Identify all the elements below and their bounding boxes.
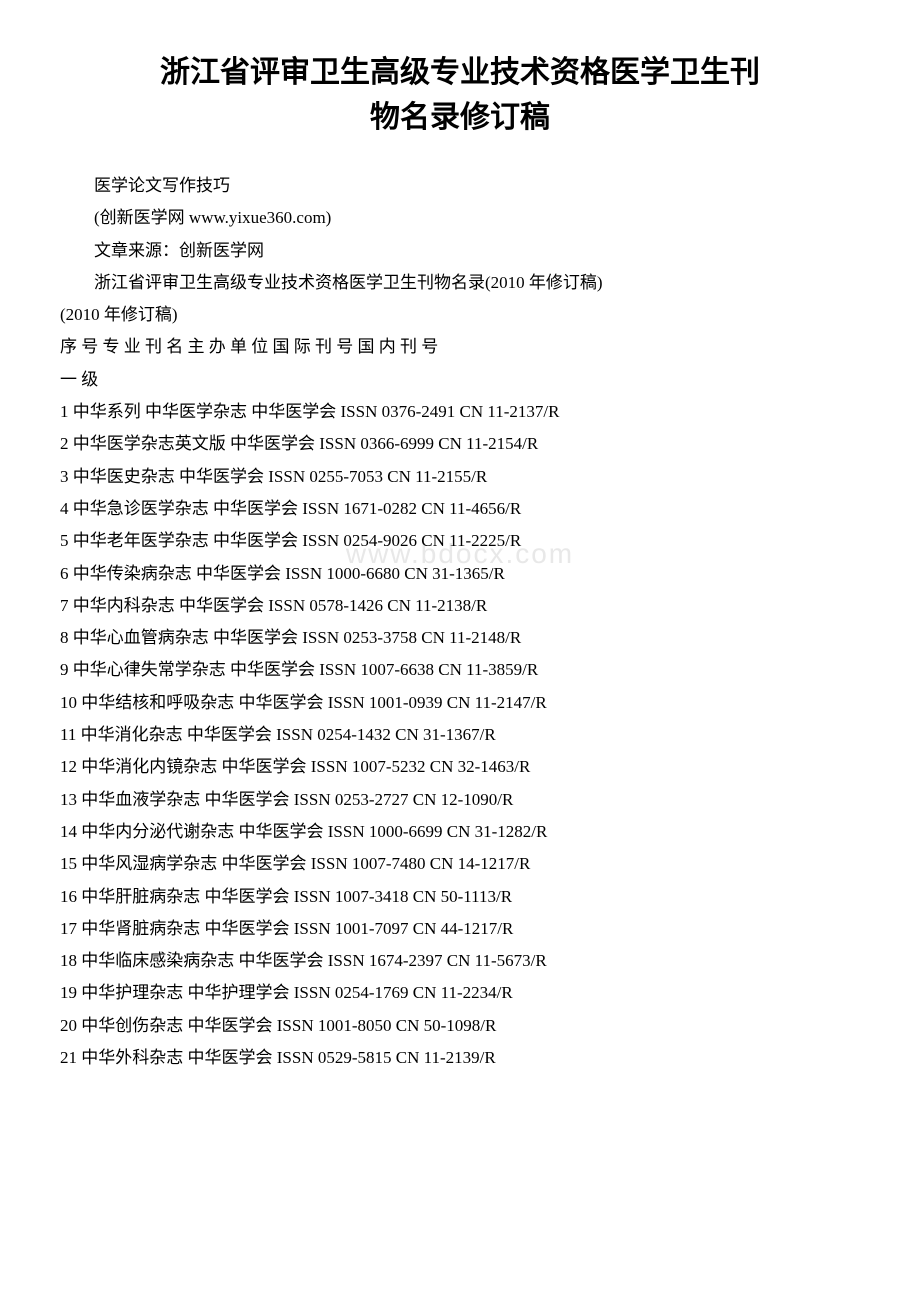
journal-row: 9 中华心律失常学杂志 中华医学会 ISSN 1007-6638 CN 11-3…	[60, 654, 860, 686]
paragraph-revision-year: (2010 年修订稿)	[60, 299, 860, 331]
journal-rows-container: 1 中华系列 中华医学杂志 中华医学会 ISSN 0376-2491 CN 11…	[60, 396, 860, 1074]
journal-row: 11 中华消化杂志 中华医学会 ISSN 0254-1432 CN 31-136…	[60, 719, 860, 751]
title-line-1: 浙江省评审卫生高级专业技术资格医学卫生刊	[160, 56, 760, 89]
journal-row: 12 中华消化内镜杂志 中华医学会 ISSN 1007-5232 CN 32-1…	[60, 751, 860, 783]
journal-row: 20 中华创伤杂志 中华医学会 ISSN 1001-8050 CN 50-109…	[60, 1010, 860, 1042]
journal-row: 14 中华内分泌代谢杂志 中华医学会 ISSN 1000-6699 CN 31-…	[60, 816, 860, 848]
journal-row: 2 中华医学杂志英文版 中华医学会 ISSN 0366-6999 CN 11-2…	[60, 428, 860, 460]
paragraph-writing-skills: 医学论文写作技巧	[60, 170, 860, 202]
journal-row: 21 中华外科杂志 中华医学会 ISSN 0529-5815 CN 11-213…	[60, 1042, 860, 1074]
table-header-row: 序 号 专 业 刊 名 主 办 单 位 国 际 刊 号 国 内 刊 号	[60, 331, 860, 363]
journal-row: 13 中华血液学杂志 中华医学会 ISSN 0253-2727 CN 12-10…	[60, 784, 860, 816]
journal-row: 10 中华结核和呼吸杂志 中华医学会 ISSN 1001-0939 CN 11-…	[60, 687, 860, 719]
journal-row: 8 中华心血管病杂志 中华医学会 ISSN 0253-3758 CN 11-21…	[60, 622, 860, 654]
journal-row: 18 中华临床感染病杂志 中华医学会 ISSN 1674-2397 CN 11-…	[60, 945, 860, 977]
journal-row: 17 中华肾脏病杂志 中华医学会 ISSN 1001-7097 CN 44-12…	[60, 913, 860, 945]
paragraph-catalog-title: 浙江省评审卫生高级专业技术资格医学卫生刊物名录(2010 年修订稿)	[60, 267, 860, 299]
journal-row: 19 中华护理杂志 中华护理学会 ISSN 0254-1769 CN 11-22…	[60, 977, 860, 1009]
journal-row: 1 中华系列 中华医学杂志 中华医学会 ISSN 0376-2491 CN 11…	[60, 396, 860, 428]
document-title: 浙江省评审卫生高级专业技术资格医学卫生刊 物名录修订稿	[60, 50, 860, 140]
title-line-2: 物名录修订稿	[370, 101, 550, 134]
paragraph-article-source: 文章来源：创新医学网	[60, 235, 860, 267]
journal-row: 5 中华老年医学杂志 中华医学会 ISSN 0254-9026 CN 11-22…	[60, 525, 860, 557]
level-row: 一 级	[60, 364, 860, 396]
journal-row: 16 中华肝脏病杂志 中华医学会 ISSN 1007-3418 CN 50-11…	[60, 881, 860, 913]
journal-row: 3 中华医史杂志 中华医学会 ISSN 0255-7053 CN 11-2155…	[60, 461, 860, 493]
journal-row: 4 中华急诊医学杂志 中华医学会 ISSN 1671-0282 CN 11-46…	[60, 493, 860, 525]
journal-row: 6 中华传染病杂志 中华医学会 ISSN 1000-6680 CN 31-136…	[60, 558, 860, 590]
journal-row: 15 中华风湿病学杂志 中华医学会 ISSN 1007-7480 CN 14-1…	[60, 848, 860, 880]
paragraph-source-site: (创新医学网 www.yixue360.com)	[60, 202, 860, 234]
journal-row: 7 中华内科杂志 中华医学会 ISSN 0578-1426 CN 11-2138…	[60, 590, 860, 622]
